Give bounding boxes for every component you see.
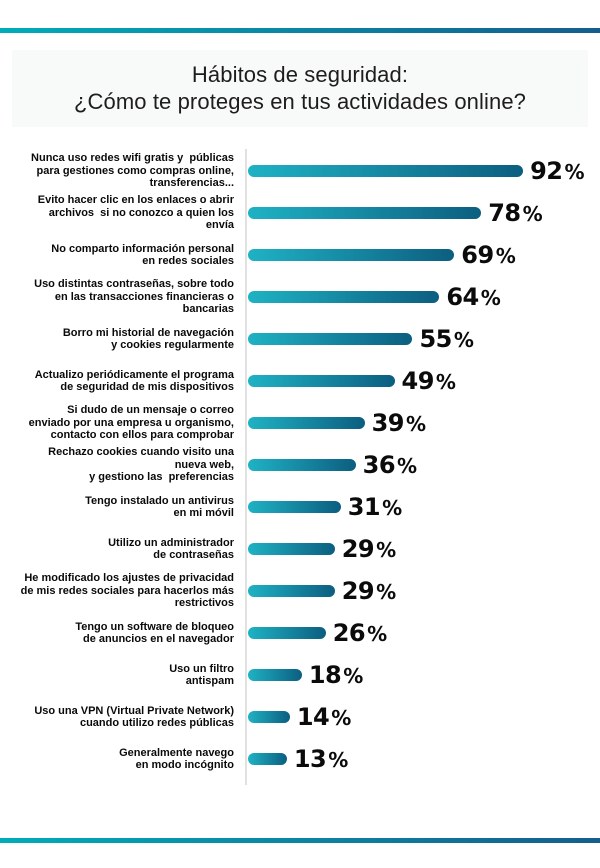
percent-sign: % <box>343 663 363 688</box>
value-label: 64% <box>446 282 501 311</box>
percent-sign: % <box>406 411 426 436</box>
bar-area: 14% <box>248 705 600 730</box>
bar-area: 78% <box>248 201 600 226</box>
chart-title-box: Hábitos de seguridad: ¿Cómo te proteges … <box>12 50 588 127</box>
category-label: Borro mi historial de navegación y cooki… <box>62 326 234 352</box>
category-label: Tengo un software de bloqueo de anuncios… <box>75 620 234 646</box>
value-label: 55% <box>419 324 474 353</box>
infographic-page: { "page": { "title_line1": "Hábitos de s… <box>0 28 600 868</box>
bar <box>248 249 455 261</box>
bar-area: 39% <box>248 411 600 436</box>
category-label: Utilizo un administrador de contraseñas <box>108 536 234 562</box>
chart-row: Borro mi historial de navegación y cooki… <box>0 319 600 359</box>
bar-area: 55% <box>248 327 600 352</box>
category-label: Si dudo de un mensaje o correo enviado p… <box>28 404 234 442</box>
bar <box>248 207 482 219</box>
value-label: 31% <box>347 492 402 521</box>
chart-row: Evito hacer clic en los enlaces o abrir … <box>0 193 600 233</box>
percent-sign: % <box>376 537 396 562</box>
bar <box>248 711 290 723</box>
value-label: 92% <box>530 156 585 185</box>
bar-area: 69% <box>248 243 600 268</box>
percent-sign: % <box>397 453 417 478</box>
chart-row: Generalmente navego en modo incógnito 13% <box>0 739 600 779</box>
percent-sign: % <box>522 201 543 226</box>
chart-row: Uso distintas contraseñas, sobre todo en… <box>0 277 600 317</box>
axis-line <box>245 149 247 785</box>
chart-row: Utilizo un administrador de contraseñas 2… <box>0 529 600 569</box>
category-label: He modificado los ajustes de privacidad … <box>20 572 234 610</box>
bar <box>248 333 413 345</box>
bar-area: 64% <box>248 285 600 310</box>
bar <box>248 375 395 387</box>
category-label: Uso un filtro antispam <box>169 662 234 688</box>
chart-row: Tengo instalado un antivirus en mi móvil… <box>0 487 600 527</box>
bar-area: 31% <box>248 495 600 520</box>
category-label: Uso distintas contraseñas, sobre todo en… <box>34 278 234 316</box>
chart-row: He modificado los ajustes de privacidad … <box>0 571 600 611</box>
category-label: Actualizo periódicamente el programa de … <box>34 368 234 394</box>
value-label: 39% <box>371 408 426 437</box>
chart-row: Nunca uso redes wifi gratis y públicas p… <box>0 151 600 191</box>
value-label: 78% <box>488 198 543 227</box>
chart-row: Uso un filtro antispam 18% <box>0 655 600 695</box>
bar <box>248 501 341 513</box>
percent-sign: % <box>328 747 348 772</box>
bar <box>248 753 287 765</box>
chart-row: Uso una VPN (Virtual Private Network) cu… <box>0 697 600 737</box>
bar-area: 13% <box>248 747 600 772</box>
percent-sign: % <box>453 327 474 352</box>
percent-sign: % <box>382 495 402 520</box>
percent-sign: % <box>435 369 456 394</box>
bar-area: 18% <box>248 663 600 688</box>
percent-sign: % <box>376 579 396 604</box>
top-divider-rule <box>0 28 600 33</box>
bar-area: 29% <box>248 579 600 604</box>
value-label: 29% <box>341 576 396 605</box>
category-label: Nunca uso redes wifi gratis y públicas p… <box>31 152 234 190</box>
bar <box>248 585 335 597</box>
bar-chart: Nunca uso redes wifi gratis y públicas p… <box>0 149 600 785</box>
chart-title-line2: ¿Cómo te proteges en tus actividades onl… <box>74 89 526 114</box>
percent-sign: % <box>480 285 501 310</box>
percent-sign: % <box>367 621 387 646</box>
bar <box>248 165 524 177</box>
bar <box>248 669 302 681</box>
category-label: Rechazo cookies cuando visito una nueva … <box>48 446 234 484</box>
bottom-divider-rule <box>0 838 600 843</box>
value-label: 49% <box>401 366 456 395</box>
bar-area: 92% <box>248 159 600 184</box>
chart-row: Actualizo periódicamente el programa de … <box>0 361 600 401</box>
category-label: No comparto información personal en rede… <box>51 242 234 268</box>
chart-row: Tengo un software de bloqueo de anuncios… <box>0 613 600 653</box>
bar <box>248 417 365 429</box>
percent-sign: % <box>331 705 351 730</box>
value-label: 69% <box>461 240 516 269</box>
chart-row: Rechazo cookies cuando visito una nueva … <box>0 445 600 485</box>
value-label: 18% <box>308 660 363 689</box>
value-label: 13% <box>293 744 348 773</box>
value-label: 14% <box>296 702 351 731</box>
category-label: Uso una VPN (Virtual Private Network) cu… <box>34 704 234 730</box>
chart-row: Si dudo de un mensaje o correo enviado p… <box>0 403 600 443</box>
category-label: Evito hacer clic en los enlaces o abrir … <box>37 194 234 232</box>
value-label: 29% <box>341 534 396 563</box>
bar-area: 36% <box>248 453 600 478</box>
bar-area: 49% <box>248 369 600 394</box>
chart-row: No comparto información personal en rede… <box>0 235 600 275</box>
value-label: 36% <box>362 450 417 479</box>
bar <box>248 543 335 555</box>
value-label: 26% <box>332 618 387 647</box>
bar-area: 26% <box>248 621 600 646</box>
percent-sign: % <box>495 243 516 268</box>
category-label: Generalmente navego en modo incógnito <box>119 746 234 772</box>
percent-sign: % <box>564 159 585 184</box>
bar <box>248 459 356 471</box>
bar <box>248 627 326 639</box>
chart-title-line1: Hábitos de seguridad: <box>191 62 409 87</box>
category-label: Tengo instalado un antivirus en mi móvil <box>85 494 234 520</box>
bar <box>248 291 440 303</box>
bar-area: 29% <box>248 537 600 562</box>
